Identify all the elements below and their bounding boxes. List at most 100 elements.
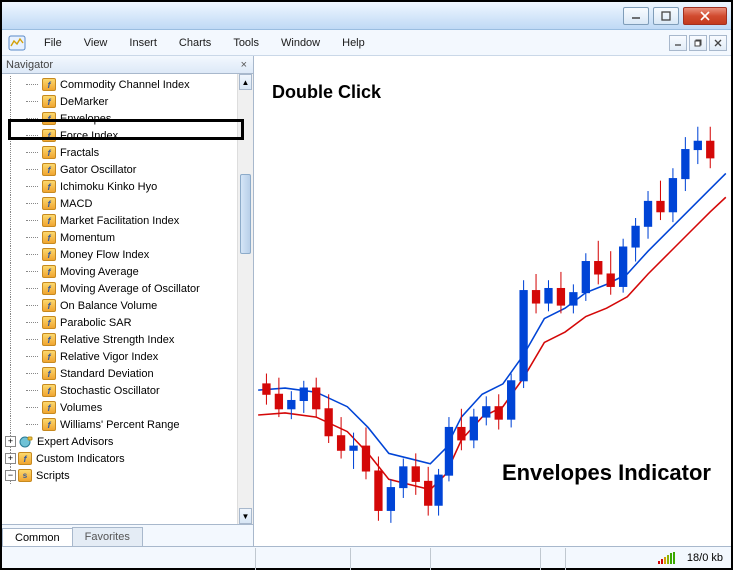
tree-item[interactable]: fMarket Facilitation Index	[2, 212, 253, 229]
tree-item[interactable]: fParabolic SAR	[2, 314, 253, 331]
indicator-icon: f	[42, 367, 56, 380]
navigator-close-icon[interactable]: ×	[239, 59, 249, 71]
statusbar: 18/0 kb	[2, 546, 731, 568]
tree-item-label: Envelopes	[60, 113, 111, 125]
tree-item[interactable]: f Williams' Percent Range	[2, 416, 253, 433]
minimize-button[interactable]	[623, 7, 649, 25]
tree-item-label: Force Index	[60, 130, 118, 142]
status-transfer: 18/0 kb	[687, 552, 723, 564]
titlebar	[2, 2, 731, 30]
indicator-icon: f	[42, 180, 56, 193]
mdi-minimize-button[interactable]	[669, 35, 687, 51]
tree-item-label: Gator Oscillator	[60, 164, 136, 176]
tree-expander-icon[interactable]: +	[5, 453, 16, 464]
tree-item[interactable]: f Fractals	[2, 144, 253, 161]
tree-item[interactable]: f Money Flow Index	[2, 246, 253, 263]
tree-item[interactable]: f Moving Average	[2, 263, 253, 280]
tree-item-label: Expert Advisors	[37, 436, 113, 448]
tree-item-label: DeMarker	[60, 96, 108, 108]
indicator-icon: f	[18, 452, 32, 465]
expert-advisor-icon	[18, 435, 33, 449]
tree-item-label: Scripts	[36, 470, 70, 482]
navigator-header: Navigator ×	[2, 56, 253, 74]
tree-item[interactable]: fRelative Vigor Index	[2, 348, 253, 365]
scroll-up-icon[interactable]: ▲	[239, 74, 252, 90]
tree-item[interactable]: fIchimoku Kinko Hyo	[2, 178, 253, 195]
tree-item[interactable]: f Volumes	[2, 399, 253, 416]
indicator-icon: f	[42, 231, 56, 244]
tree-item[interactable]: f Moving Average of Oscillator	[2, 280, 253, 297]
tree-item-label: Fractals	[60, 147, 99, 159]
scroll-thumb[interactable]	[240, 174, 251, 254]
navigator-scrollbar[interactable]: ▲ ▼	[237, 74, 253, 524]
close-button[interactable]	[683, 7, 727, 25]
navigator-title: Navigator	[6, 59, 53, 71]
tree-item-label: Stochastic Oscillator	[60, 385, 160, 397]
tree-item-label: Commodity Channel Index	[60, 79, 190, 91]
tree-item-label: Williams' Percent Range	[60, 419, 179, 431]
menu-charts[interactable]: Charts	[169, 34, 221, 52]
indicator-icon: f	[42, 78, 56, 91]
tree-item[interactable]: f Envelopes	[2, 110, 253, 127]
tree-item-label: Volumes	[60, 402, 102, 414]
tab-favorites[interactable]: Favorites	[72, 527, 143, 546]
tree-root-item[interactable]: +f Custom Indicators	[2, 450, 253, 467]
scroll-down-icon[interactable]: ▼	[239, 508, 252, 524]
connection-bars-icon	[658, 552, 675, 564]
tree-item[interactable]: f Commodity Channel Index	[2, 76, 253, 93]
indicator-icon: f	[42, 299, 56, 312]
tree-item-label: Moving Average of Oscillator	[60, 283, 200, 295]
menu-window[interactable]: Window	[271, 34, 330, 52]
indicator-icon: f	[42, 401, 56, 414]
menu-insert[interactable]: Insert	[119, 34, 167, 52]
tree-root-item[interactable]: −s Scripts	[2, 467, 253, 484]
app-window: File View Insert Charts Tools Window Hel…	[0, 0, 733, 570]
tree-item-label: MACD	[60, 198, 92, 210]
navigator-tree: fCommodity Channel IndexfDeMarkerfEnvelo…	[2, 74, 253, 524]
indicator-icon: f	[42, 129, 56, 142]
tree-expander-icon[interactable]: +	[5, 436, 16, 447]
tree-item-label: Money Flow Index	[60, 249, 149, 261]
tree-item-label: Momentum	[60, 232, 115, 244]
menu-tools[interactable]: Tools	[223, 34, 269, 52]
app-icon	[8, 34, 26, 52]
indicator-icon: f	[42, 333, 56, 346]
annotation-envelopes-indicator: Envelopes Indicator	[502, 460, 711, 486]
tree-item[interactable]: fRelative Strength Index	[2, 331, 253, 348]
navigator-panel: Navigator × fCommodity Channel IndexfDeM…	[2, 56, 254, 546]
tree-item[interactable]: f Stochastic Oscillator	[2, 382, 253, 399]
tree-item[interactable]: f MACD	[2, 195, 253, 212]
tree-item[interactable]: fOn Balance Volume	[2, 297, 253, 314]
indicator-icon: f	[42, 146, 56, 159]
tree-item[interactable]: f Force Index	[2, 127, 253, 144]
indicator-icon: f	[42, 112, 56, 125]
maximize-button[interactable]	[653, 7, 679, 25]
menubar: File View Insert Charts Tools Window Hel…	[2, 30, 731, 56]
indicator-icon: f	[42, 197, 56, 210]
tree-item-label: Moving Average	[60, 266, 139, 278]
chart-area[interactable]: Double Click Envelopes Indicator	[254, 56, 731, 546]
mdi-restore-button[interactable]	[689, 35, 707, 51]
tree-item[interactable]: fDeMarker	[2, 93, 253, 110]
indicator-icon: f	[42, 282, 56, 295]
tree-expander-icon[interactable]: −	[5, 470, 16, 481]
menu-view[interactable]: View	[74, 34, 118, 52]
tree-item[interactable]: f Gator Oscillator	[2, 161, 253, 178]
tree-root-item[interactable]: + Expert Advisors	[2, 433, 253, 450]
indicator-icon: f	[42, 163, 56, 176]
indicator-icon: f	[42, 418, 56, 431]
tree-item-label: Custom Indicators	[36, 453, 125, 465]
tree-item-label: Relative Vigor Index	[60, 351, 158, 363]
tree-item[interactable]: f Momentum	[2, 229, 253, 246]
tab-common[interactable]: Common	[2, 528, 73, 546]
menu-help[interactable]: Help	[332, 34, 375, 52]
indicator-icon: f	[42, 248, 56, 261]
tree-item-label: Market Facilitation Index	[60, 215, 179, 227]
tree-item[interactable]: fStandard Deviation	[2, 365, 253, 382]
menu-file[interactable]: File	[34, 34, 72, 52]
script-icon: s	[18, 469, 32, 482]
indicator-icon: f	[42, 265, 56, 278]
mdi-close-button[interactable]	[709, 35, 727, 51]
indicator-icon: f	[42, 384, 56, 397]
content-area: Navigator × fCommodity Channel IndexfDeM…	[2, 56, 731, 546]
